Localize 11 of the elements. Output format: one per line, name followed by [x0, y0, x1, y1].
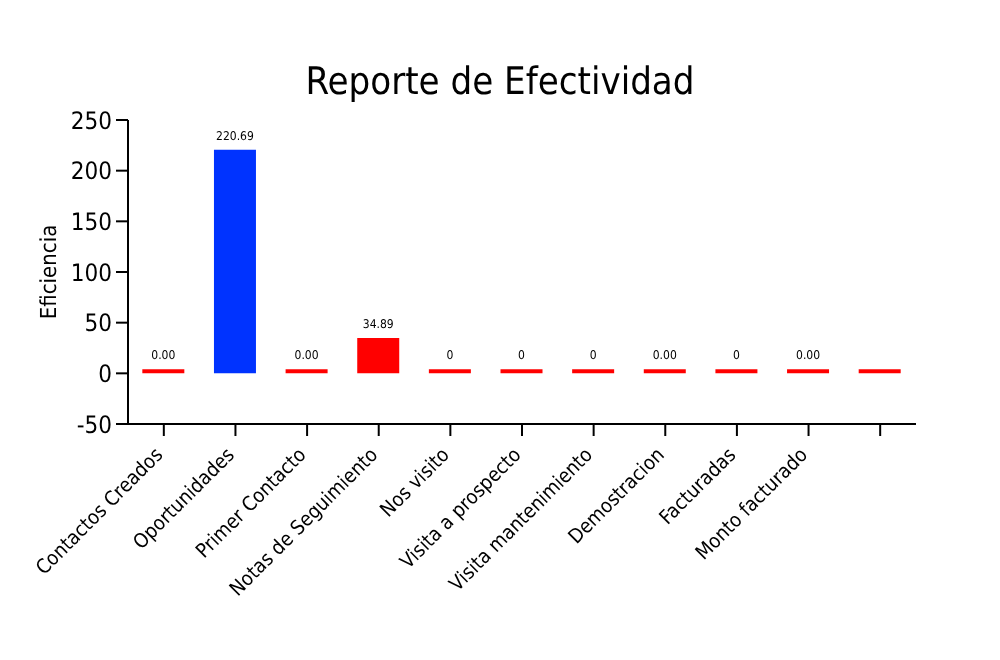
bar	[213, 149, 256, 374]
chart-title: Reporte de Efectividad	[303, 60, 697, 104]
y-tick-label: 50	[84, 309, 113, 338]
y-axis-title: Eficiencia	[35, 224, 62, 320]
y-tick-label: 0	[98, 359, 113, 388]
y-tick-label: 150	[70, 207, 113, 236]
y-tick-label: 200	[70, 157, 113, 186]
y-tick-label: 250	[70, 106, 113, 135]
y-tick-label: -50	[76, 410, 113, 439]
y-tick-label: 100	[70, 258, 113, 287]
bar	[357, 337, 400, 374]
